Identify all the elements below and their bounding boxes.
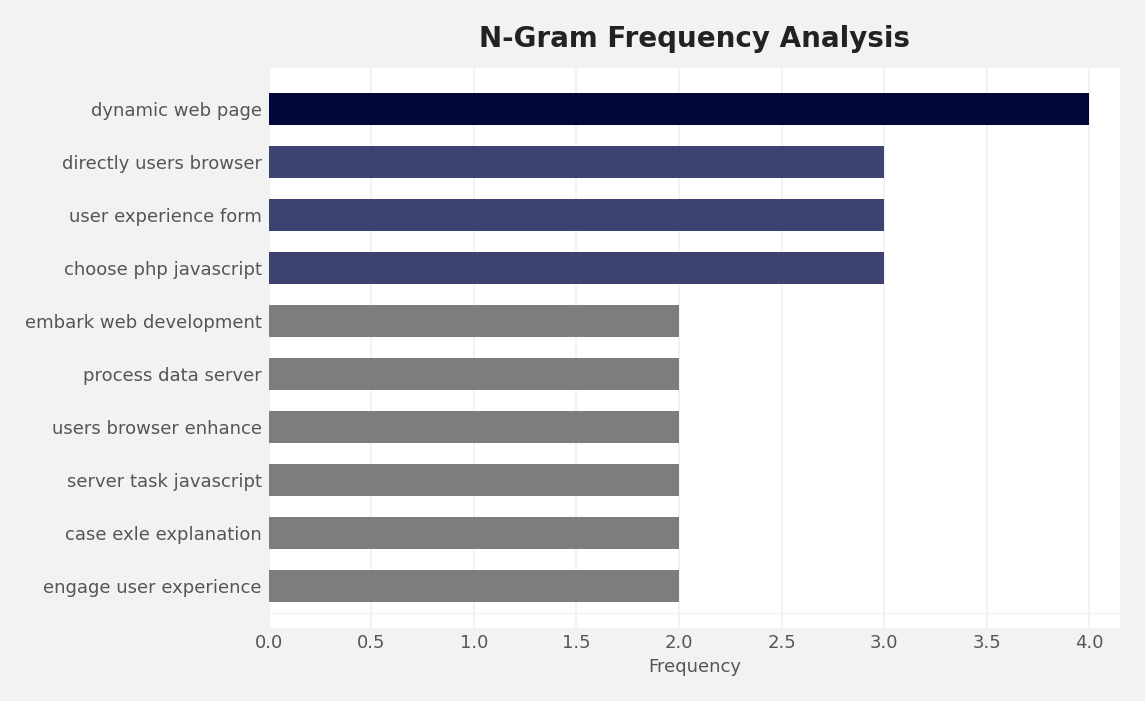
Bar [269,252,884,284]
Bar [269,305,679,337]
Title: N-Gram Frequency Analysis: N-Gram Frequency Analysis [479,25,910,53]
X-axis label: Frequency: Frequency [648,658,741,676]
Bar [269,464,679,496]
Bar [269,93,1089,125]
Bar [269,570,679,602]
Bar [269,517,679,549]
Bar [269,358,679,390]
Bar [269,147,884,178]
Bar [269,199,884,231]
Bar [269,411,679,443]
